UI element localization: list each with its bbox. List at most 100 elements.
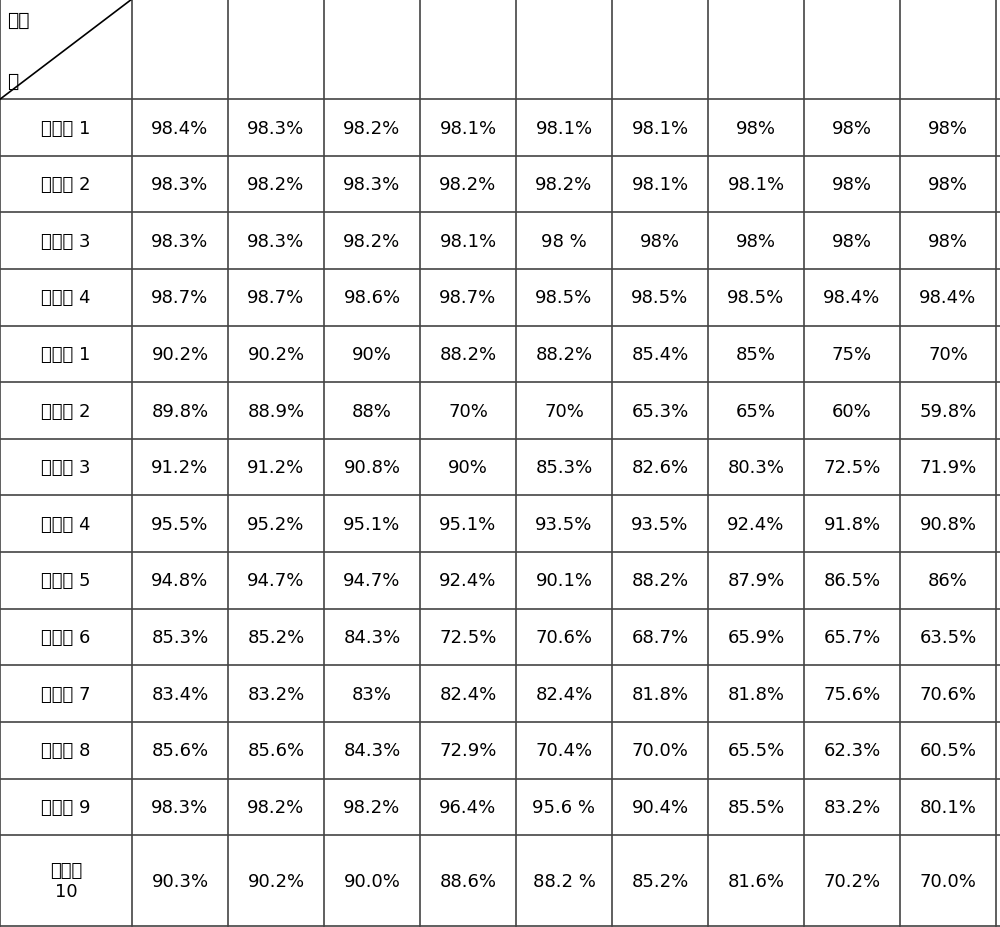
Text: 98.1%: 98.1% <box>631 176 689 194</box>
Text: 对比例 8: 对比例 8 <box>41 742 91 759</box>
Text: 90.2%: 90.2% <box>247 871 305 890</box>
Text: 94.7%: 94.7% <box>343 572 401 590</box>
Text: 62.3%: 62.3% <box>823 742 881 759</box>
Text: 98%: 98% <box>736 120 776 137</box>
Text: 65.3%: 65.3% <box>631 402 689 420</box>
Text: 率: 率 <box>7 72 18 91</box>
Text: 70.0%: 70.0% <box>632 742 688 759</box>
Text: 89.8%: 89.8% <box>151 402 209 420</box>
Text: 96.4%: 96.4% <box>439 798 497 816</box>
Text: 60%: 60% <box>832 402 872 420</box>
Text: 93.5%: 93.5% <box>631 515 689 533</box>
Text: 98.3%: 98.3% <box>247 233 305 250</box>
Text: 98.2%: 98.2% <box>343 798 401 816</box>
Text: 93.5%: 93.5% <box>535 515 593 533</box>
Text: 94.7%: 94.7% <box>247 572 305 590</box>
Text: 70.4%: 70.4% <box>535 742 593 759</box>
Text: 98.3%: 98.3% <box>151 233 209 250</box>
Text: 对比例 3: 对比例 3 <box>41 459 91 476</box>
Text: 85.3%: 85.3% <box>151 629 209 646</box>
Text: 对比例 7: 对比例 7 <box>41 685 91 703</box>
Text: 82.6%: 82.6% <box>631 459 689 476</box>
Text: 68.7%: 68.7% <box>631 629 689 646</box>
Text: 72.5%: 72.5% <box>823 459 881 476</box>
Text: 对比例 5: 对比例 5 <box>41 572 91 590</box>
Text: 90.3%: 90.3% <box>151 871 209 890</box>
Text: 91.2%: 91.2% <box>247 459 305 476</box>
Text: 98.5%: 98.5% <box>535 289 593 307</box>
Text: 88%: 88% <box>352 402 392 420</box>
Text: 98.2%: 98.2% <box>247 798 305 816</box>
Text: 86%: 86% <box>928 572 968 590</box>
Text: 90%: 90% <box>448 459 488 476</box>
Text: 95.2%: 95.2% <box>247 515 305 533</box>
Text: 90.4%: 90.4% <box>631 798 689 816</box>
Text: 对比例 1: 对比例 1 <box>41 346 91 363</box>
Text: 71.9%: 71.9% <box>919 459 977 476</box>
Text: 98.1%: 98.1% <box>535 120 593 137</box>
Text: 85.2%: 85.2% <box>247 629 305 646</box>
Text: 98.7%: 98.7% <box>247 289 305 307</box>
Text: 83.2%: 83.2% <box>823 798 881 816</box>
Text: 91.8%: 91.8% <box>823 515 881 533</box>
Text: 98.2%: 98.2% <box>247 176 305 194</box>
Text: 98.5%: 98.5% <box>631 289 689 307</box>
Text: 98.1%: 98.1% <box>631 120 689 137</box>
Text: 98.6%: 98.6% <box>343 289 401 307</box>
Text: 81.6%: 81.6% <box>728 871 784 890</box>
Text: 70%: 70% <box>928 346 968 363</box>
Text: 91.2%: 91.2% <box>151 459 209 476</box>
Text: 88.9%: 88.9% <box>247 402 305 420</box>
Text: 85%: 85% <box>736 346 776 363</box>
Text: 88.2 %: 88.2 % <box>533 871 595 890</box>
Text: 80.1%: 80.1% <box>920 798 976 816</box>
Text: 88.2%: 88.2% <box>631 572 689 590</box>
Text: 84.3%: 84.3% <box>343 742 401 759</box>
Text: 98.2%: 98.2% <box>535 176 593 194</box>
Text: 85.3%: 85.3% <box>535 459 593 476</box>
Text: 65.5%: 65.5% <box>727 742 785 759</box>
Text: 65%: 65% <box>736 402 776 420</box>
Text: 98.4%: 98.4% <box>823 289 881 307</box>
Text: 98%: 98% <box>832 176 872 194</box>
Text: 实施例 2: 实施例 2 <box>41 176 91 194</box>
Text: 75%: 75% <box>832 346 872 363</box>
Text: 95.1%: 95.1% <box>439 515 497 533</box>
Text: 65.7%: 65.7% <box>823 629 881 646</box>
Text: 70%: 70% <box>448 402 488 420</box>
Text: 98.2%: 98.2% <box>343 120 401 137</box>
Text: 对比例 6: 对比例 6 <box>41 629 91 646</box>
Text: 98.3%: 98.3% <box>343 176 401 194</box>
Text: 酯化: 酯化 <box>7 11 30 30</box>
Text: 88.2%: 88.2% <box>535 346 593 363</box>
Text: 90.8%: 90.8% <box>920 515 976 533</box>
Text: 94.8%: 94.8% <box>151 572 209 590</box>
Text: 85.5%: 85.5% <box>727 798 785 816</box>
Text: 95.6 %: 95.6 % <box>532 798 596 816</box>
Text: 98.3%: 98.3% <box>151 798 209 816</box>
Text: 85.2%: 85.2% <box>631 871 689 890</box>
Text: 98.3%: 98.3% <box>151 176 209 194</box>
Text: 98%: 98% <box>928 120 968 137</box>
Text: 83%: 83% <box>352 685 392 703</box>
Text: 98%: 98% <box>736 233 776 250</box>
Text: 实施例 4: 实施例 4 <box>41 289 91 307</box>
Text: 63.5%: 63.5% <box>919 629 977 646</box>
Text: 98.7%: 98.7% <box>439 289 497 307</box>
Text: 98.2%: 98.2% <box>343 233 401 250</box>
Text: 98.1%: 98.1% <box>439 120 497 137</box>
Text: 98.3%: 98.3% <box>247 120 305 137</box>
Text: 82.4%: 82.4% <box>535 685 593 703</box>
Text: 98 %: 98 % <box>541 233 587 250</box>
Text: 95.1%: 95.1% <box>343 515 401 533</box>
Text: 75.6%: 75.6% <box>823 685 881 703</box>
Text: 72.5%: 72.5% <box>439 629 497 646</box>
Text: 88.2%: 88.2% <box>439 346 497 363</box>
Text: 81.8%: 81.8% <box>728 685 784 703</box>
Text: 81.8%: 81.8% <box>632 685 688 703</box>
Text: 98%: 98% <box>928 176 968 194</box>
Text: 98.5%: 98.5% <box>727 289 785 307</box>
Text: 98.4%: 98.4% <box>151 120 209 137</box>
Text: 90.1%: 90.1% <box>536 572 592 590</box>
Text: 实施例 3: 实施例 3 <box>41 233 91 250</box>
